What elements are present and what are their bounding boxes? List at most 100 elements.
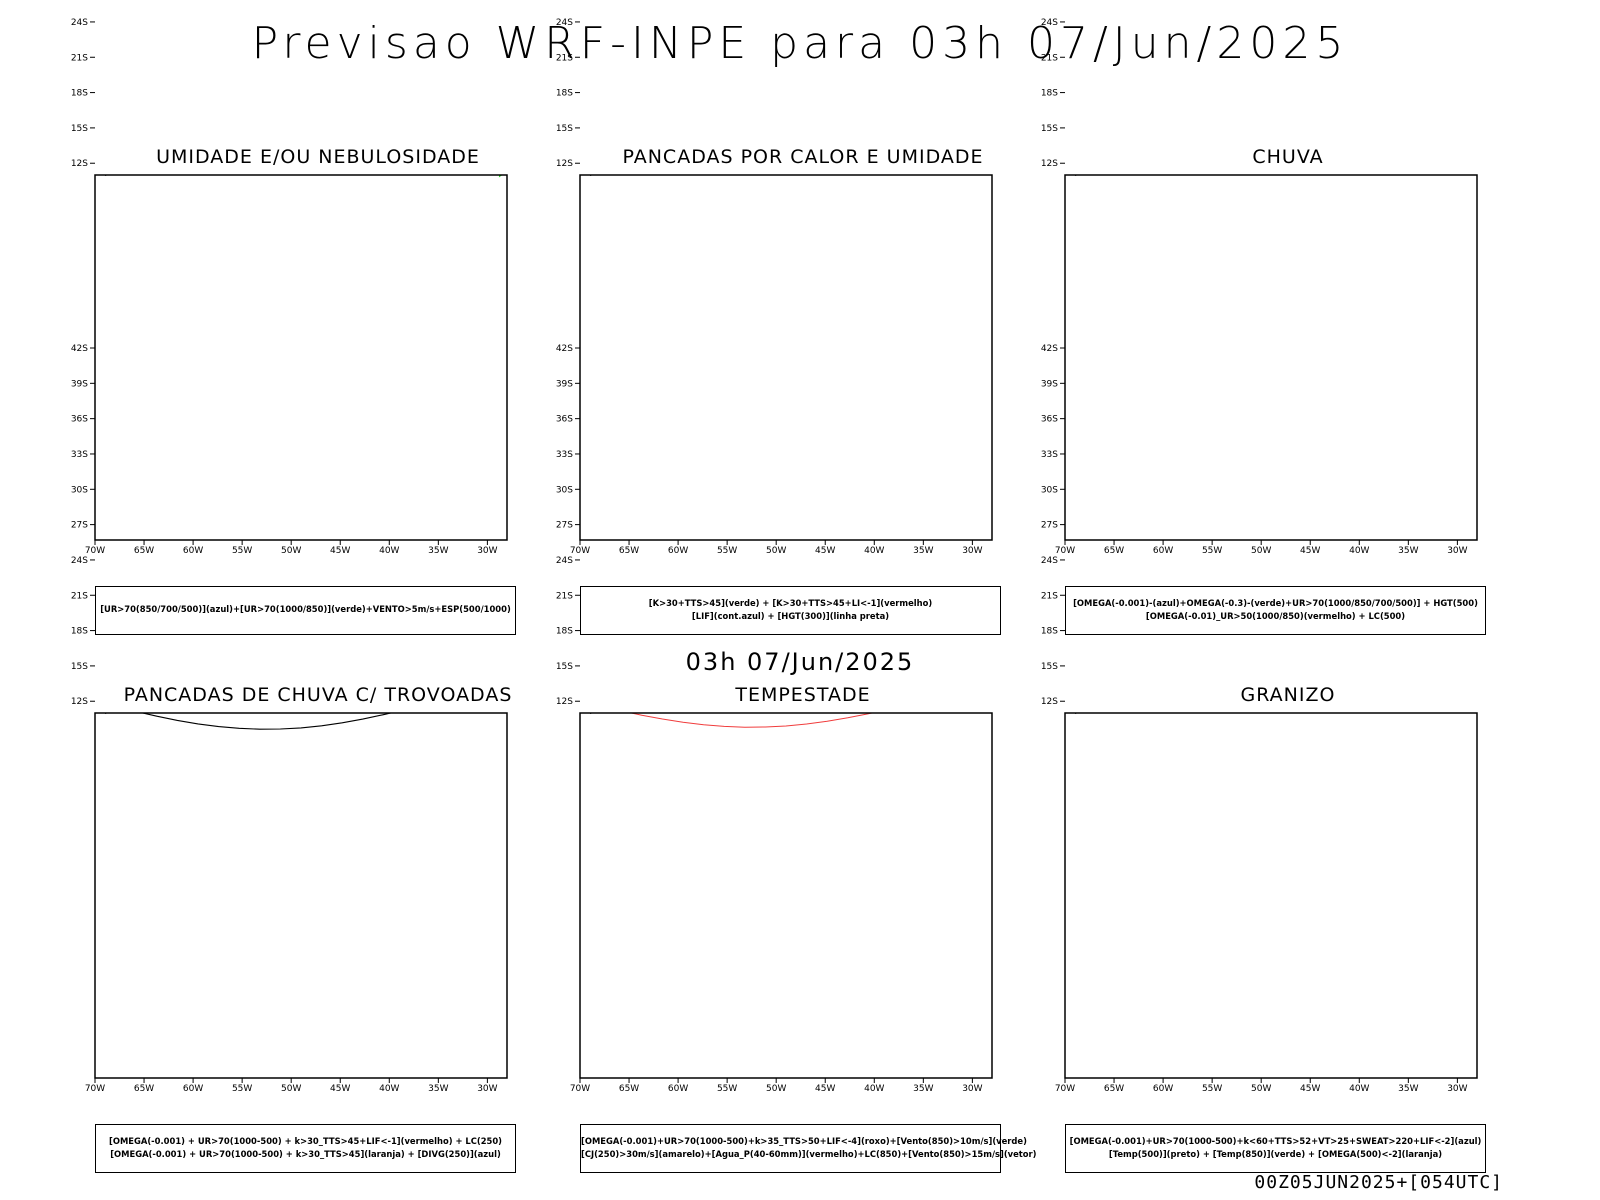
omega-area [1456,8,1461,13]
lif-contour [580,114,587,123]
humidity-low-level-contour [283,133,298,143]
rain-area [1391,99,1396,104]
rain-area [1184,1,1188,9]
lat-tick-label: 24S [1041,556,1058,566]
political-border [262,75,321,152]
k-tts-area [625,74,639,84]
lat-tick-label: 24S [71,18,88,28]
axes: 12S 15S 18S 21S 24S 27S 30S 33S 36S 39S 42S 70W 65W 6… [1041,344,1478,1094]
lon-tick-label: 70W [570,546,590,556]
lat-tick-label: 27S [71,521,88,531]
lat-tick-label: 18S [1041,89,1058,99]
lon-tick-label: 55W [717,1084,737,1094]
rain-area [1300,107,1306,111]
humidity-low-level-contour [357,122,374,134]
lif-contour [613,97,631,102]
lat-tick-label: 24S [556,556,573,566]
lat-tick-label: 15S [71,124,88,134]
humidity-low-level-contour [109,71,113,75]
humidity-low-level-contour [140,108,154,115]
panel-chuva: CHUVA58558257957657657357357056756756412… [1038,18,1538,635]
political-border [1085,0,1144,10]
streamline [140,713,394,730]
legend-line: [OMEGA(-0.01)_UR>50(1000/850)(vermelho) … [1145,611,1406,621]
lon-tick-label: 60W [668,546,688,556]
lat-tick-label: 21S [1041,53,1058,63]
lat-tick-label: 12S [556,159,573,169]
legend-box: [OMEGA(-0.001) + UR>70(1000-500) + k>30_… [95,1124,516,1173]
lat-tick-label: 39S [71,379,88,389]
panel-title: PANCADAS POR CALOR E UMIDADE [622,146,984,168]
lat-tick-label: 18S [556,627,573,637]
lif-contour [925,10,941,16]
pressure-contour [95,122,507,138]
legend-line: [CJ(250)>30m/s](amarelo)+[Agua_P(40-60mm… [581,1149,1037,1159]
lon-tick-label: 70W [85,546,105,556]
humidity-low-level-contour [453,1,482,9]
lon-tick-label: 45W [1300,546,1320,556]
k-tts-li-area [978,0,992,4]
rain-area [1400,69,1408,75]
political-border [134,134,183,140]
map-frame [579,712,993,1079]
humidity-low-level-contour [308,89,313,99]
axes: 12S 15S 18S 21S 24S 27S 30S 33S 36S 39S 42S 70W 65W 6… [556,18,993,556]
map-frame [94,174,508,541]
k-tts-area [637,79,654,87]
humidity-low-level-contour [231,87,253,94]
political-border [600,0,659,10]
lat-tick-label: 18S [71,89,88,99]
lon-tick-label: 40W [864,1084,884,1094]
map: 12S 15S 18S 21S 24S 27S 30S 33S 36S 39S 42S 70W 65W 6… [71,344,508,1094]
lat-tick-label: 15S [1041,124,1058,134]
lon-tick-label: 65W [134,546,154,556]
lon-tick-label: 45W [815,1084,835,1094]
legend-box: [OMEGA(-0.001)+UR>70(1000-500)+k>35_TTS>… [580,1124,1037,1173]
panel-granizo: GRANIZO121215151818216912S15S18S21S24S27… [1038,344,1538,1173]
lat-tick-label: 24S [71,556,88,566]
rain-area [1185,75,1190,85]
rain-area [1215,97,1229,105]
lat-tick-label: 36S [71,415,88,425]
rain-area [1459,5,1467,11]
humidity-low-level-contour [165,135,181,138]
axes: 12S 15S 18S 21S 24S 27S 30S 33S 36S 39S 42S 70W 65W 6… [71,344,508,1094]
lon-tick-label: 60W [668,1084,688,1094]
lon-tick-label: 45W [330,546,350,556]
contour-label: 1016 [335,95,358,104]
legend-box: [OMEGA(-0.001)-(azul)+OMEGA(-0.3)-(verde… [1065,586,1486,635]
lat-tick-label: 15S [556,662,573,672]
humidity-low-level-contour [414,9,432,12]
lon-tick-label: 30W [1447,546,1467,556]
legend-line: [UR>70(850/700/500)](azul)+[UR>70(1000/8… [100,604,511,614]
political-border [1104,134,1153,140]
lif-contour [639,98,658,106]
lon-tick-label: 50W [1251,546,1271,556]
map-frame [94,712,508,1079]
lif-contour [624,81,646,92]
legend-line: [LIF](cont.azul) + [HGT(300)](linha pret… [691,611,890,621]
panel-title: CHUVA [1252,146,1324,168]
humidity-low-level-contour [484,77,498,82]
lon-tick-label: 35W [428,1084,448,1094]
rain-area [1143,70,1154,75]
lon-tick-label: 40W [864,546,884,556]
humidity-low-level-contour [230,97,258,105]
political-border [306,63,350,140]
rain-area [1282,121,1293,124]
political-border [619,134,668,140]
rain-area [1354,139,1358,144]
lon-tick-label: 60W [1153,546,1173,556]
lon-tick-label: 70W [570,1084,590,1094]
contour-label: 9360 [678,100,701,109]
lon-tick-label: 70W [1055,546,1075,556]
lat-tick-label: 27S [556,521,573,531]
humidity-low-level-contour [184,0,195,2]
lif-contour [617,94,627,100]
lon-tick-label: 70W [85,1084,105,1094]
lon-tick-label: 60W [183,546,203,556]
panel-title: TEMPESTADE [735,684,871,706]
lon-tick-label: 50W [766,1084,786,1094]
rain-area [1447,4,1454,9]
rain-area [1358,125,1367,130]
